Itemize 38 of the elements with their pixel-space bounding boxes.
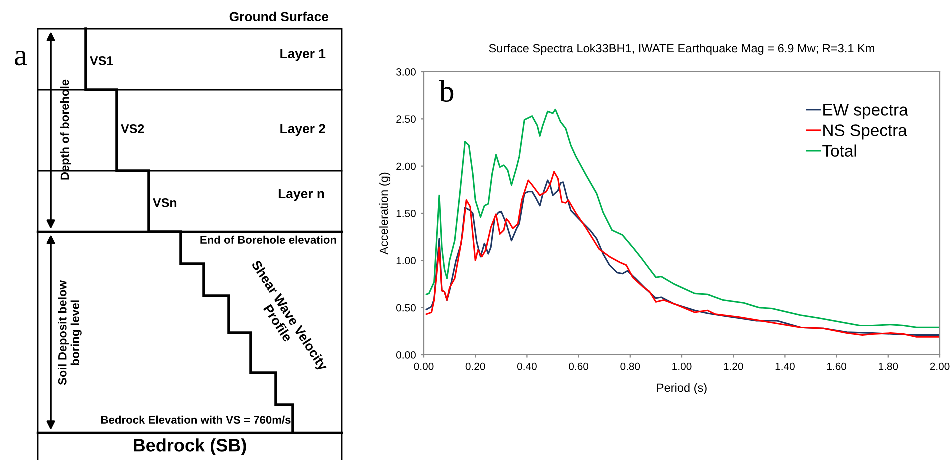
x-tick-label: 2.00	[930, 362, 950, 370]
annotation: b	[439, 80, 454, 102]
text: Layer 2	[280, 124, 326, 136]
y-tick-label: 0.00	[396, 352, 416, 359]
x-tick-label: 1.40	[776, 362, 795, 370]
x-axis-title: Period (s)	[657, 383, 707, 394]
x-tick-label: 0.20	[466, 362, 486, 370]
text: Layer n	[278, 189, 324, 202]
text: Depth of borehole	[60, 80, 72, 180]
y-tick-label: 3.00	[396, 68, 416, 76]
legend-label: Total	[822, 144, 856, 157]
legend-label: NS Spectra	[824, 124, 908, 140]
x-tick-label: 0.40	[517, 362, 537, 370]
text: Bedrock Elevation with VS = 760m/s	[101, 416, 291, 424]
x-tick-label: 0.80	[620, 362, 640, 370]
x-tick-label: 1.20	[724, 362, 744, 370]
text: Layer 1	[280, 49, 326, 62]
y-axis-title: Acceleration (g)	[380, 172, 391, 255]
y-tick-label: 2.00	[396, 162, 416, 170]
x-tick-label: 1.80	[879, 362, 898, 370]
y-tick-label: 0.50	[396, 304, 416, 312]
y-tick-label: 1.00	[396, 257, 416, 265]
text: Ground Surface	[230, 12, 329, 22]
x-tick-label: 0.00	[414, 362, 434, 370]
text: VS1	[90, 56, 114, 66]
y-tick-label: 2.50	[396, 116, 416, 124]
y-tick-label: 1.50	[396, 210, 416, 218]
text: VSn	[153, 198, 177, 208]
text: Soil Deposit below boring level	[58, 280, 82, 386]
text: Bedrock (SB)	[134, 438, 246, 456]
x-tick-label: 0.60	[569, 362, 589, 370]
text: End of Borehole elevation	[200, 236, 336, 244]
legend-label: EW spectra	[824, 104, 908, 120]
text: VS2	[121, 124, 144, 134]
x-tick-label: 1.00	[672, 362, 692, 370]
chart-title: Surface Spectra Lok33BH1, IWATE Earthquake Mag = 6.9 Mw; R=3.1 Km	[489, 44, 874, 56]
text: a	[15, 51, 28, 66]
x-tick-label: 1.60	[827, 362, 847, 370]
